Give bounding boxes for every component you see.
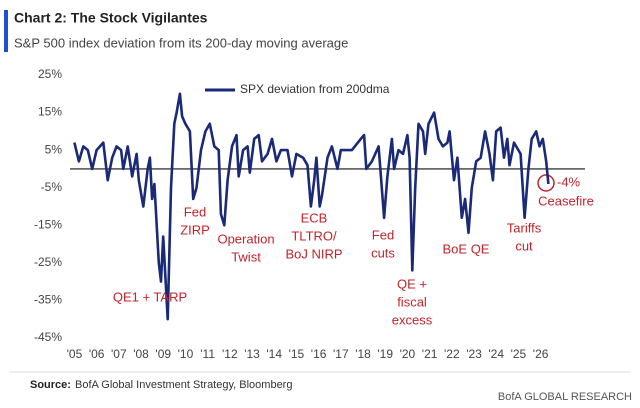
x-tick-label: '08 [133, 347, 149, 361]
legend-label: SPX deviation from 200dma [240, 82, 390, 96]
annotation: fiscal [397, 294, 427, 309]
annotation: cuts [371, 245, 395, 260]
x-tick-label: '10 [178, 347, 194, 361]
annotation: excess [392, 312, 433, 327]
x-tick-label: '26 [533, 347, 549, 361]
x-tick-label: '09 [155, 347, 171, 361]
x-tick-label: '05 [67, 347, 83, 361]
y-tick-label: -5% [41, 180, 63, 194]
annotation: Twist [231, 249, 261, 264]
line [73, 92, 550, 321]
x-tick-label: '14 [266, 347, 282, 361]
x-tick-label: '25 [511, 347, 527, 361]
y-tick-label: 15% [38, 105, 62, 119]
highlight-circle [537, 174, 555, 192]
x-tick-label: '20 [400, 347, 416, 361]
annotation: cut [515, 238, 533, 253]
y-tick-label: 5% [45, 142, 63, 156]
annotation: -4% [557, 174, 581, 189]
y-tick-label: -25% [34, 255, 62, 269]
x-tick-label: '19 [377, 347, 393, 361]
x-tick-label: '06 [89, 347, 105, 361]
x-tick-label: '17 [333, 347, 349, 361]
y-tick-label: -35% [34, 293, 62, 307]
x-tick-label: '23 [466, 347, 482, 361]
x-tick-label: '18 [355, 347, 371, 361]
x-tick-label: '21 [422, 347, 438, 361]
x-tick-label: '15 [289, 347, 305, 361]
annotation: ZIRP [180, 222, 210, 237]
chart-subtitle: S&P 500 index deviation from its 200-day… [14, 35, 348, 50]
x-tick-label: '16 [311, 347, 327, 361]
title-bar [4, 10, 8, 52]
annotation: Fed [184, 204, 206, 219]
annotation: Tariffs [507, 220, 542, 235]
x-tick-label: '11 [200, 347, 215, 361]
x-tick-label: '07 [111, 347, 127, 361]
annotation: Fed [372, 227, 394, 242]
annotation: QE1 + TARP [113, 289, 187, 304]
annotation: ECB [301, 210, 328, 225]
chart-title: Chart 2: The Stock Vigilantes [14, 10, 208, 26]
source: BofA Global Investment Strategy, Bloombe… [75, 379, 292, 391]
annotation: Ceasefire [538, 193, 594, 208]
x-tick-label: '12 [222, 347, 238, 361]
annotation: QE + [397, 276, 427, 291]
annotation: BoJ NIRP [285, 246, 342, 261]
x-tick-label: '22 [444, 347, 460, 361]
y-tick-label: 25% [38, 67, 62, 81]
y-tick-label: -45% [34, 330, 62, 344]
y-tick-label: -15% [34, 217, 62, 231]
annotation: BoE QE [443, 241, 490, 256]
x-tick-label: '24 [488, 347, 504, 361]
source-label: Source: [30, 379, 71, 391]
x-tick-label: '13 [244, 347, 260, 361]
annotation: Operation [217, 231, 274, 246]
annotation: TLTRO/ [291, 228, 337, 243]
brand: BofA GLOBAL RESEARCH [498, 391, 632, 403]
